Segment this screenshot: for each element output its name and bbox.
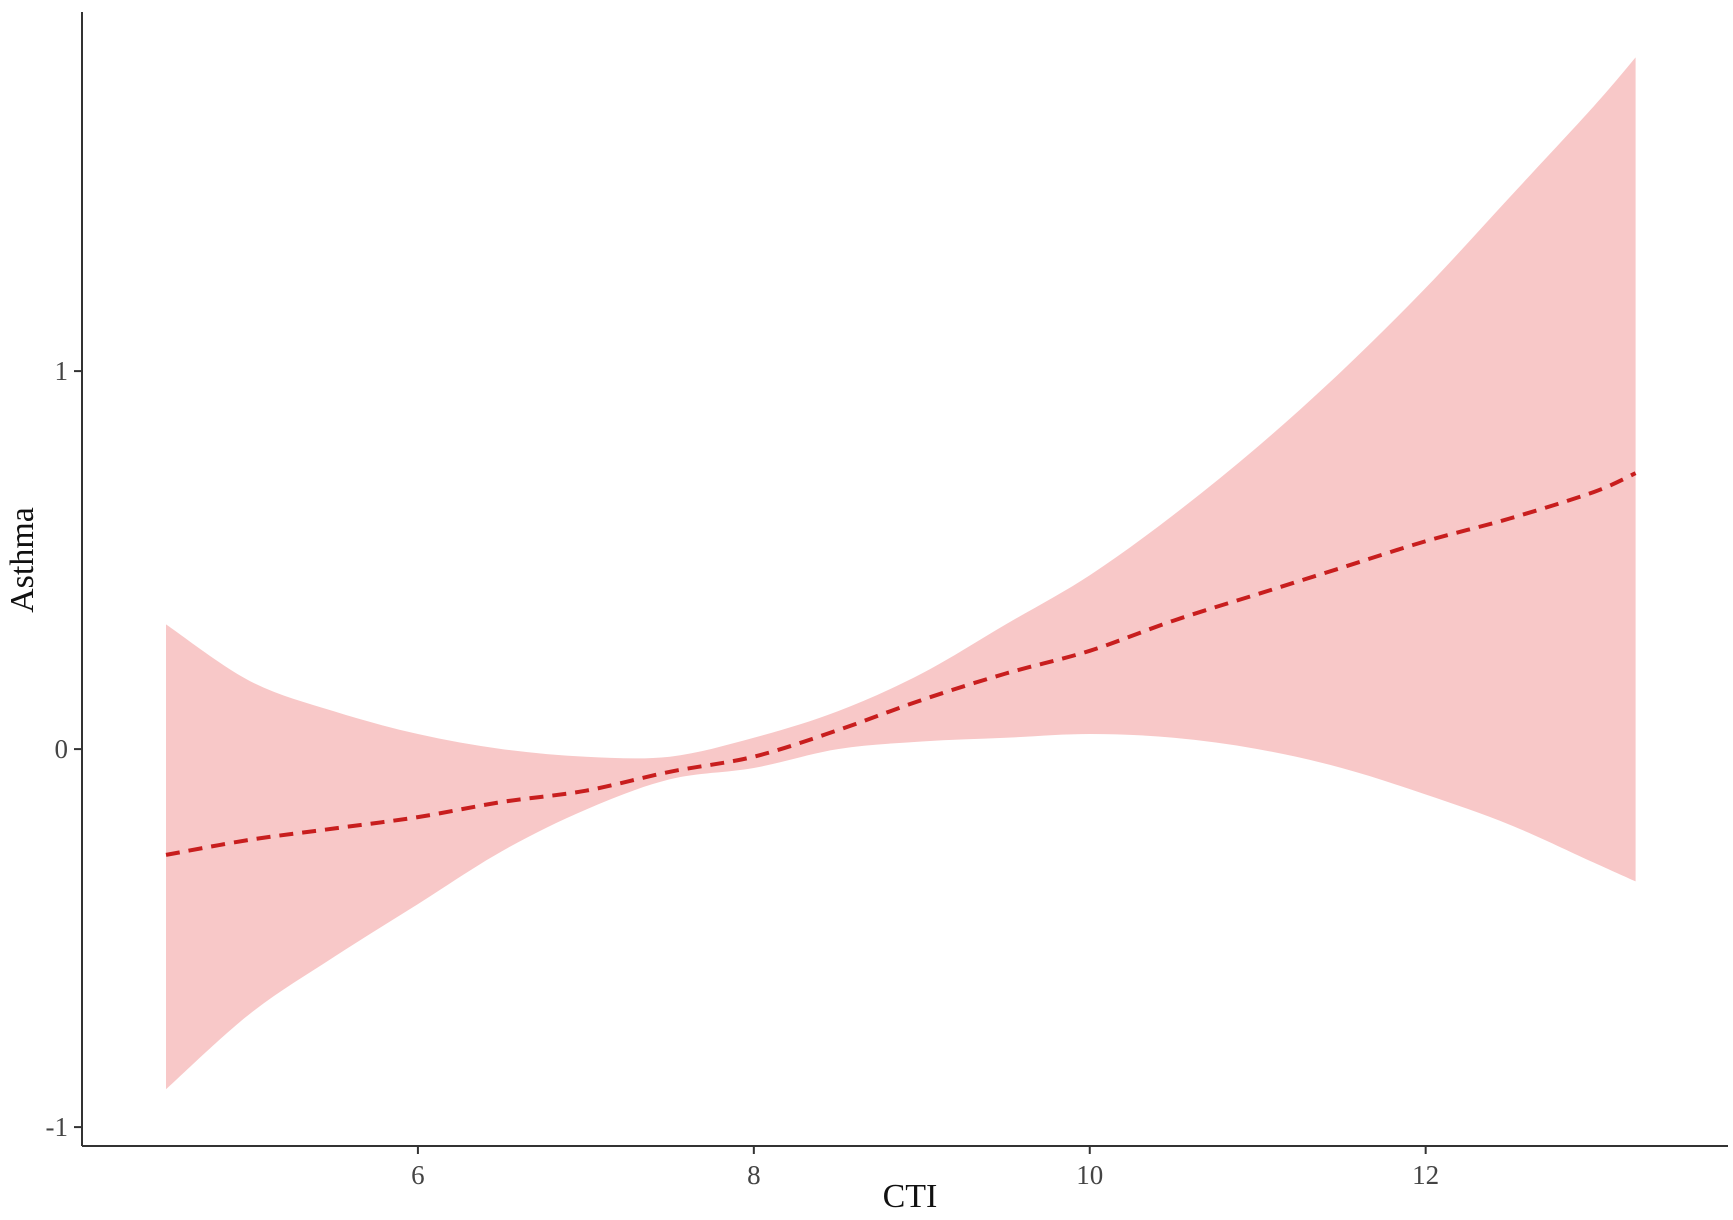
- x-axis-title: CTI: [883, 1178, 938, 1215]
- y-tick-label: -1: [46, 1112, 69, 1142]
- x-tick-label: 10: [1076, 1160, 1103, 1190]
- axes: 6 8 10 12 -1 0 1: [46, 12, 1728, 1190]
- plot-area: [165, 57, 1637, 1090]
- confidence-band: [166, 57, 1636, 1090]
- x-tick-label: 6: [411, 1160, 425, 1190]
- x-tick-label: 12: [1412, 1160, 1439, 1190]
- y-tick-label: 1: [55, 356, 69, 386]
- x-tick-label: 8: [747, 1160, 761, 1190]
- y-axis-title: Asthma: [4, 507, 41, 613]
- fitted-line: [165, 471, 1637, 857]
- y-tick-label: 0: [55, 734, 69, 764]
